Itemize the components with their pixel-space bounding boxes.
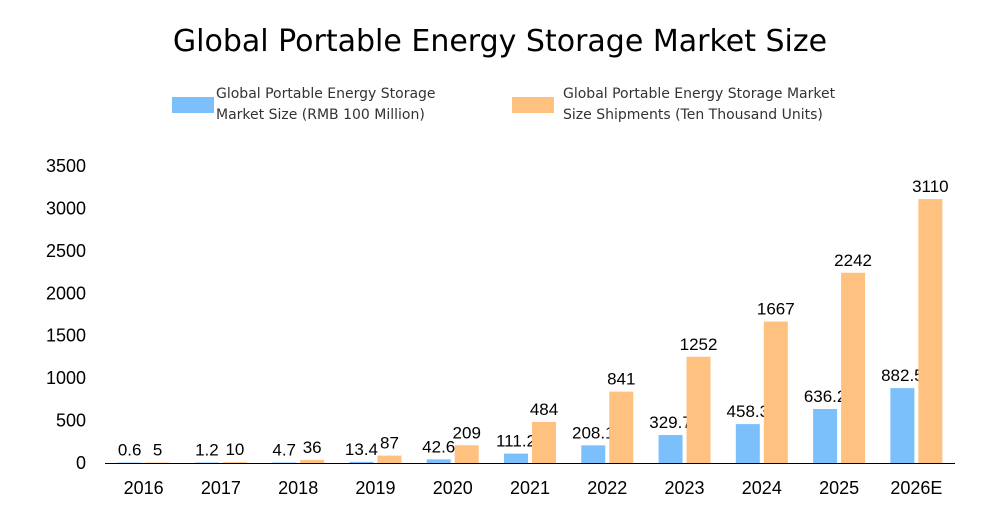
data-label-shipments: 1667 (757, 300, 795, 319)
data-label-shipments: 484 (530, 400, 558, 419)
bar-market-size (658, 435, 683, 463)
data-label-shipments: 209 (453, 423, 481, 442)
legend-swatch-blue (172, 97, 214, 113)
x-tick-label: 2024 (742, 478, 782, 498)
x-tick-label: 2023 (665, 478, 705, 498)
x-tick-label: 2019 (355, 478, 395, 498)
x-tick-label: 2021 (510, 478, 550, 498)
y-tick-label: 2000 (46, 283, 86, 303)
data-label-market-size: 0.6 (118, 441, 142, 460)
x-tick-label: 2020 (433, 478, 473, 498)
data-label-shipments: 841 (607, 370, 635, 389)
bar-market-size (272, 462, 297, 463)
data-label-market-size: 42.6 (422, 437, 455, 456)
legend-swatch-orange (512, 97, 554, 113)
x-tick-label: 2017 (201, 478, 241, 498)
bar-market-size (735, 424, 760, 463)
y-tick-label: 2500 (46, 241, 86, 261)
chart-title: Global Portable Energy Storage Market Si… (172, 24, 828, 59)
x-tick-label: 2025 (819, 478, 859, 498)
bar-market-size (890, 388, 915, 463)
data-label-market-size: 1.2 (195, 441, 219, 460)
x-tick-label: 2016 (124, 478, 164, 498)
data-label-shipments: 2242 (834, 251, 872, 270)
x-tick-label: 2022 (587, 478, 627, 498)
bar-market-size (504, 453, 528, 463)
bar-shipments (609, 391, 634, 463)
data-label-shipments: 5 (153, 441, 162, 460)
data-label-market-size: 882.5 (881, 366, 924, 385)
bar-shipments (841, 272, 866, 463)
bar-market-size (813, 409, 838, 463)
x-tick-label: 2018 (278, 478, 318, 498)
bar-market-size (194, 462, 219, 463)
bar-market-size (426, 459, 451, 463)
data-label-market-size: 13.4 (345, 440, 378, 459)
data-label-shipments: 3110 (912, 177, 949, 196)
data-label-shipments: 87 (380, 434, 399, 453)
y-tick-label: 3500 (46, 156, 86, 176)
data-label-shipments: 10 (225, 440, 244, 459)
bar-shipments (145, 462, 170, 463)
bar-shipments (300, 459, 325, 463)
y-tick-label: 500 (56, 411, 86, 431)
data-label-shipments: 1252 (680, 335, 718, 354)
data-label-market-size: 329.7 (649, 413, 692, 432)
legend-label-market-size: Global Portable Energy Storage Market Si… (216, 86, 436, 123)
bar-shipments (763, 321, 788, 463)
bar-shipments (532, 421, 556, 463)
legend-label-shipments: Global Portable Energy Storage Market Si… (563, 86, 836, 123)
bar-shipments (454, 445, 479, 463)
bar-shipments (222, 462, 247, 463)
bar-shipments (918, 199, 943, 463)
bar-shipments (377, 455, 402, 463)
x-tick-label: 2026E (890, 478, 942, 498)
data-label-market-size: 636.2 (804, 387, 847, 406)
data-label-market-size: 4.7 (272, 441, 296, 460)
y-tick-label: 3000 (46, 198, 86, 218)
data-label-market-size: 458.3 (727, 402, 770, 421)
data-label-shipments: 36 (303, 438, 322, 457)
bar-market-size (117, 462, 142, 463)
bar-market-size (581, 445, 606, 463)
data-label-market-size: 208.1 (572, 423, 615, 442)
y-tick-label: 1500 (46, 326, 86, 346)
bar-shipments (686, 356, 711, 463)
data-label-market-size: 111.2 (496, 432, 536, 451)
bar-market-size (349, 461, 374, 463)
y-tick-label: 0 (76, 453, 86, 473)
y-tick-label: 1000 (46, 368, 86, 388)
